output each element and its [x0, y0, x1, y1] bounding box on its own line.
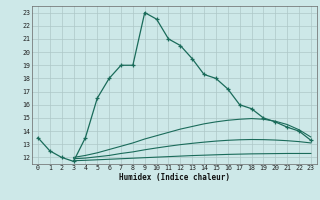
X-axis label: Humidex (Indice chaleur): Humidex (Indice chaleur) [119, 173, 230, 182]
